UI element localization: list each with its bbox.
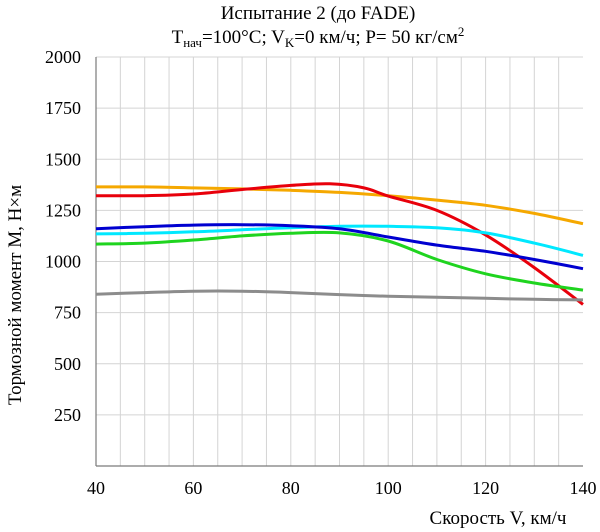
y-tick-label: 750 xyxy=(54,303,81,323)
x-tick-label: 120 xyxy=(472,478,499,498)
series-line-3 xyxy=(95,224,584,257)
series-line-5 xyxy=(95,230,584,292)
y-tick-label: 1000 xyxy=(45,252,81,272)
chart-subtitle: Tнач=100°C; VK=0 км/ч; P= 50 кг/см2 xyxy=(172,24,465,50)
y-tick-label: 500 xyxy=(54,354,81,374)
series-line-6 xyxy=(95,289,584,302)
y-tick-label: 2000 xyxy=(45,47,81,67)
series-line-2 xyxy=(95,182,584,306)
x-tick-label: 140 xyxy=(570,478,597,498)
x-axis-title: Скорость V, км/ч xyxy=(430,508,567,529)
x-tick-label: 40 xyxy=(87,478,105,498)
subtitle-v-sub: K xyxy=(285,35,295,50)
subtitle-t: T xyxy=(172,27,184,48)
series-lines xyxy=(95,182,584,306)
x-tick-label: 80 xyxy=(282,478,300,498)
y-axis-title: Тормозной момент М, Н×м xyxy=(5,185,26,405)
tick-labels: 250 500 750 1000 1250 1500 1750 2000 40 60 80 100 12… xyxy=(45,47,597,498)
subtitle-p-sup: 2 xyxy=(458,24,465,39)
series-line-1 xyxy=(95,185,584,226)
subtitle-t-value: =100°C; V xyxy=(202,27,285,48)
y-tick-label: 1250 xyxy=(45,200,81,220)
subtitle-v-value: =0 км/ч; P= 50 кг/см xyxy=(294,27,458,48)
series-line-4 xyxy=(95,223,584,271)
subtitle-t-sub: нач xyxy=(183,35,202,50)
y-tick-label: 1500 xyxy=(45,149,81,169)
y-tick-label: 250 xyxy=(54,405,81,425)
chart-title: Испытание 2 (до FADE) xyxy=(221,3,416,24)
x-tick-label: 60 xyxy=(184,478,202,498)
x-tick-label: 100 xyxy=(375,478,402,498)
y-tick-label: 1750 xyxy=(45,98,81,118)
grid xyxy=(96,56,583,466)
axes xyxy=(95,57,583,467)
